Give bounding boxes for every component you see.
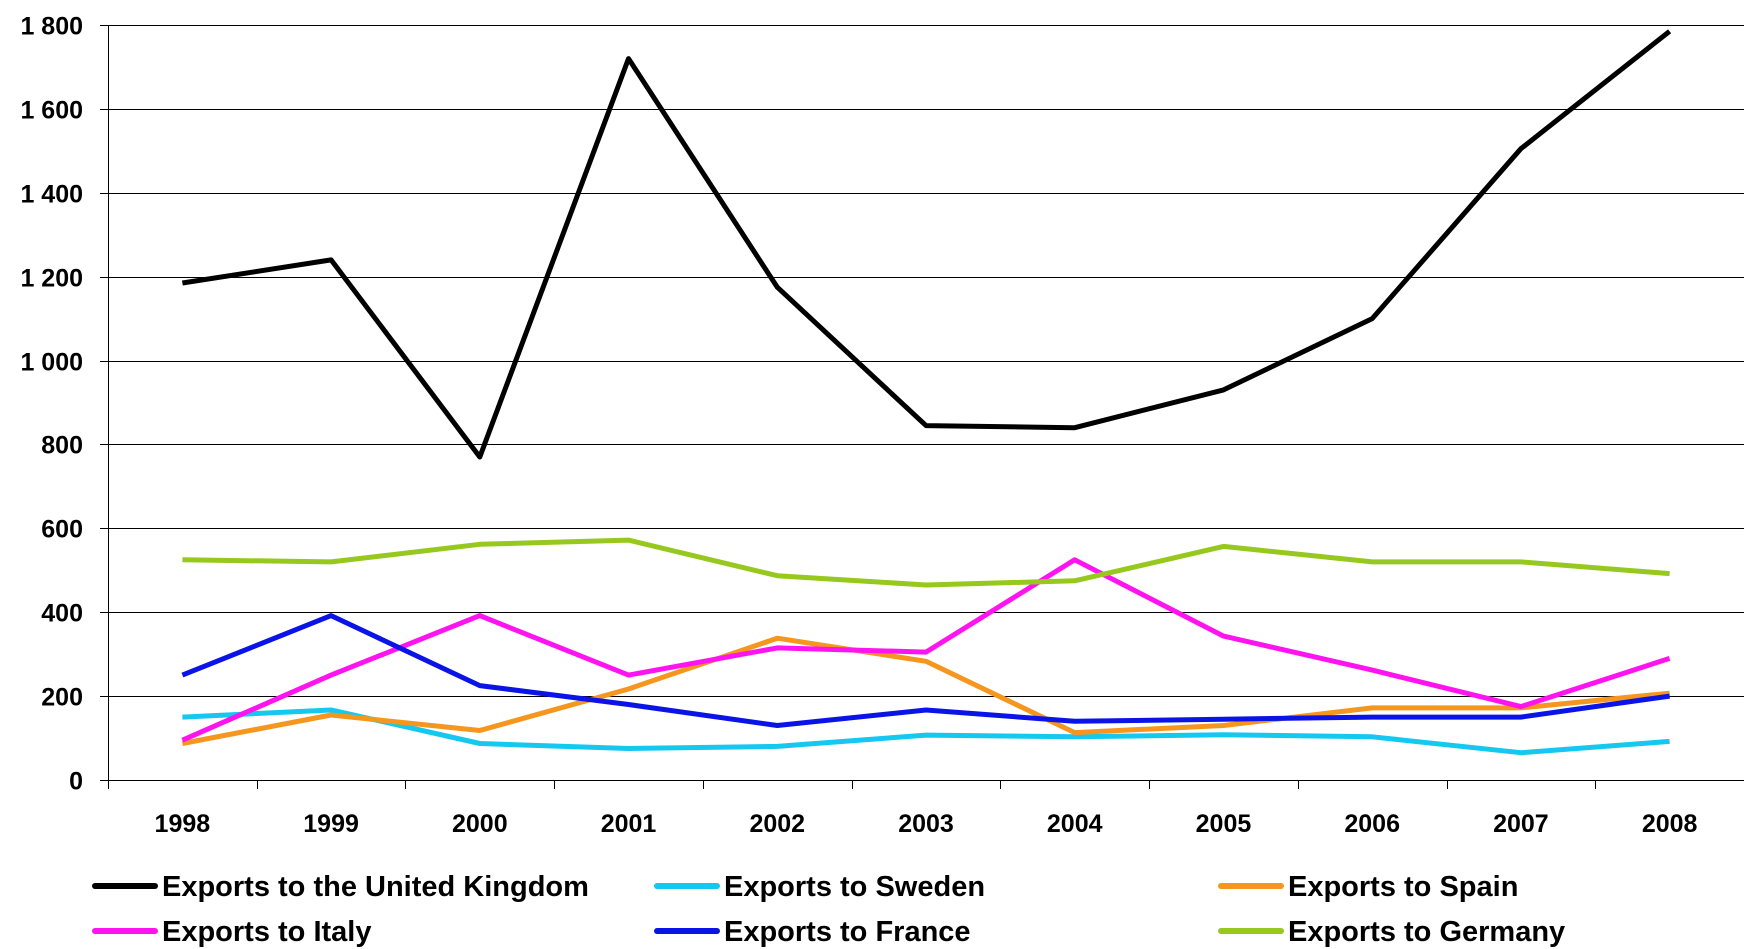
x-tick-label: 2000 bbox=[452, 810, 508, 838]
y-tick-label: 600 bbox=[41, 516, 83, 544]
legend-label: Exports to Italy bbox=[162, 916, 372, 948]
y-tick-label: 200 bbox=[41, 684, 83, 712]
y-tick-label: 1 200 bbox=[20, 265, 83, 293]
y-tick-label: 1 800 bbox=[20, 13, 83, 41]
x-tick-label: 1999 bbox=[303, 810, 359, 838]
x-tick-label: 2005 bbox=[1196, 810, 1252, 838]
legend-label: Exports to France bbox=[724, 916, 971, 948]
series-line-exports-to-the-united-kingdom bbox=[182, 29, 1672, 460]
y-axis-tick-labels: 0 200 400 600 800 1 000 1 200 1 400 1 600 1 800 bbox=[20, 13, 83, 796]
series-line-exports-to-france bbox=[181, 613, 1670, 728]
axes bbox=[100, 25, 1744, 789]
y-tick-label: 0 bbox=[69, 768, 83, 796]
x-tick-label: 2001 bbox=[601, 810, 657, 838]
legend-item: Exports to Germany bbox=[1218, 916, 1565, 948]
legend-item: Exports to Italy bbox=[92, 916, 372, 948]
y-tick-label: 1 000 bbox=[20, 349, 83, 377]
x-tick-label: 2003 bbox=[898, 810, 954, 838]
x-tick-label: 2004 bbox=[1047, 810, 1103, 838]
x-tick-label: 2007 bbox=[1493, 810, 1549, 838]
legend: Exports to the United Kingdom Exports to … bbox=[92, 871, 1565, 948]
legend-label: Exports to Germany bbox=[1288, 916, 1565, 948]
series-line-exports-to-sweden bbox=[182, 707, 1670, 756]
legend-item: Exports to the United Kingdom bbox=[92, 871, 589, 903]
series-line-exports-to-spain bbox=[181, 635, 1670, 746]
x-tick-label: 2002 bbox=[749, 810, 805, 838]
legend-label: Exports to Spain bbox=[1288, 871, 1518, 903]
x-tick-label: 2006 bbox=[1344, 810, 1400, 838]
legend-label: Exports to the United Kingdom bbox=[162, 871, 589, 903]
y-tick-label: 1 600 bbox=[20, 97, 83, 125]
series-lines bbox=[181, 29, 1672, 756]
y-tick-label: 400 bbox=[41, 600, 83, 628]
legend-item: Exports to France bbox=[654, 916, 971, 948]
legend-label: Exports to Sweden bbox=[724, 871, 985, 903]
gridlines bbox=[108, 25, 1744, 697]
series-line-exports-to-germany bbox=[182, 537, 1670, 588]
legend-item: Exports to Spain bbox=[1218, 871, 1518, 903]
legend-item: Exports to Sweden bbox=[654, 871, 985, 903]
y-tick-label: 1 400 bbox=[20, 181, 83, 209]
x-tick-label: 1998 bbox=[155, 810, 211, 838]
y-tick-label: 800 bbox=[41, 432, 83, 460]
x-axis-tick-labels: 1998 1999 2000 2001 2002 2003 2004 2005 2006 2007… bbox=[155, 810, 1698, 838]
x-tick-label: 2008 bbox=[1642, 810, 1698, 838]
series-line-exports-to-italy bbox=[181, 557, 1671, 743]
